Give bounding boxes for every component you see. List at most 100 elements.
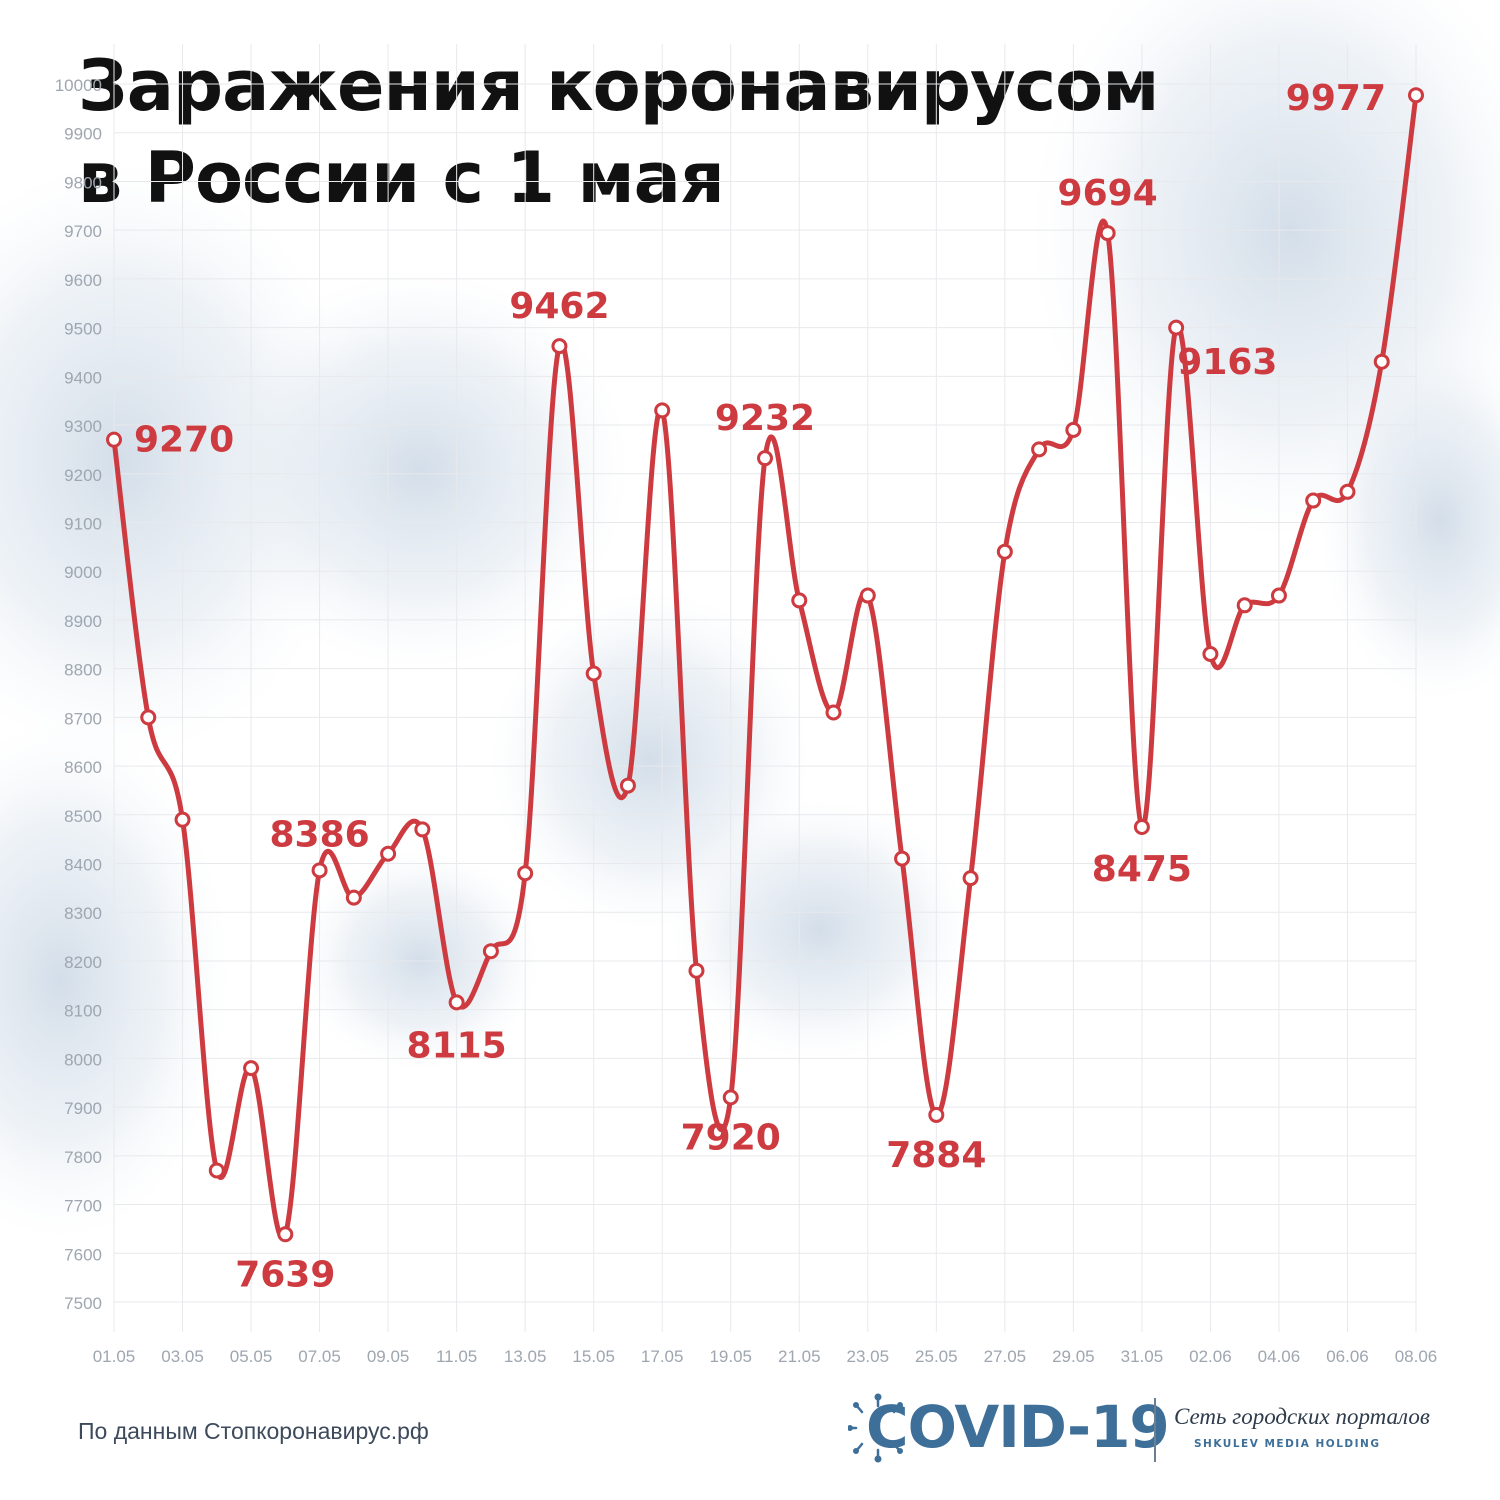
x-tick-label: 19.05 — [709, 1347, 752, 1366]
data-label: 8115 — [407, 1025, 507, 1066]
y-tick-label: 9100 — [64, 514, 102, 533]
data-labels: 9270 7639 8386 8115 9462 7920 9232 7884 9694 8475… — [134, 78, 1386, 1295]
y-tick-label: 8400 — [64, 856, 102, 875]
data-label: 9977 — [1286, 78, 1386, 119]
data-point — [962, 870, 979, 887]
x-tick-label: 15.05 — [572, 1347, 615, 1366]
y-tick-label: 8900 — [64, 612, 102, 631]
data-point — [996, 543, 1013, 560]
y-tick-label: 8700 — [64, 709, 102, 728]
x-tick-label: 04.06 — [1258, 1347, 1301, 1366]
chart-title-line2: в России с 1 мая — [78, 137, 725, 219]
data-point — [722, 1089, 739, 1106]
data-point — [106, 431, 122, 448]
x-tick-label: 02.06 — [1189, 1347, 1232, 1366]
y-tick-label: 9200 — [64, 466, 102, 485]
x-tick-label: 03.05 — [161, 1347, 204, 1366]
chart-title-line1: Заражения коронавирусом — [78, 45, 1159, 127]
x-tick-label: 05.05 — [230, 1347, 273, 1366]
y-tick-label: 9900 — [64, 125, 102, 144]
x-tick-label: 07.05 — [298, 1347, 341, 1366]
y-tick-label: 7800 — [64, 1148, 102, 1167]
grid — [113, 44, 1417, 1332]
x-tick-label: 17.05 — [641, 1347, 684, 1366]
logo-holding: SHKULEV MEDIA HOLDING — [1194, 1438, 1381, 1450]
data-point — [1168, 319, 1185, 336]
data-point — [551, 338, 568, 355]
data-point — [311, 862, 328, 879]
data-point — [174, 811, 191, 828]
y-tick-label: 8200 — [64, 953, 102, 972]
chart-title: Заражения коронавирусом в России с 1 мая — [78, 40, 1159, 224]
data-label: 8475 — [1092, 849, 1192, 890]
data-point — [277, 1226, 294, 1243]
data-point — [791, 592, 808, 609]
data-label: 9270 — [134, 420, 234, 461]
data-point — [1408, 87, 1424, 104]
series-line — [111, 92, 1419, 1241]
x-axis-ticks: 01.05 03.05 05.05 07.05 09.05 11.05 13.05 15.05… — [93, 1347, 1438, 1366]
x-tick-label: 08.06 — [1395, 1347, 1438, 1366]
x-tick-label: 27.05 — [984, 1347, 1027, 1366]
source-note: По данным Стопкоронавирус.рф — [78, 1418, 429, 1444]
x-tick-label: 09.05 — [367, 1347, 410, 1366]
y-tick-label: 8100 — [64, 1002, 102, 1021]
y-tick-label: 7900 — [64, 1099, 102, 1118]
x-tick-label: 25.05 — [915, 1347, 958, 1366]
data-point — [243, 1060, 260, 1077]
data-point — [140, 709, 157, 726]
virus-icon — [848, 1393, 903, 1463]
y-tick-label: 7500 — [64, 1294, 102, 1313]
data-point — [1270, 587, 1287, 604]
data-point — [1099, 225, 1116, 242]
data-point — [1031, 441, 1048, 458]
y-tick-label: 10000 — [55, 76, 102, 95]
x-tick-label: 13.05 — [504, 1347, 547, 1366]
logo-divider — [1154, 1398, 1156, 1462]
data-point — [1065, 421, 1082, 438]
data-point — [585, 665, 602, 682]
data-point — [688, 962, 705, 979]
x-tick-label: 31.05 — [1121, 1347, 1164, 1366]
x-tick-label: 06.06 — [1326, 1347, 1369, 1366]
data-point — [414, 821, 431, 838]
data-point — [1305, 492, 1322, 509]
logo-text: COVID-19 — [866, 1393, 1170, 1461]
y-tick-label: 8000 — [64, 1050, 102, 1069]
y-tick-label: 7600 — [64, 1245, 102, 1264]
data-point — [1373, 353, 1390, 370]
data-point — [1339, 483, 1356, 500]
y-tick-label: 9700 — [64, 222, 102, 241]
y-tick-label: 9500 — [64, 320, 102, 339]
data-label: 7639 — [235, 1254, 335, 1295]
data-point — [859, 587, 876, 604]
data-label: 9462 — [509, 286, 609, 327]
covid-logo: COVID-19 Сеть городских порталов SHKULEV… — [848, 1390, 1430, 1470]
data-point — [757, 450, 773, 467]
data-point — [345, 889, 362, 906]
data-point — [928, 1106, 945, 1123]
data-point — [654, 402, 671, 419]
data-point — [825, 704, 842, 721]
data-point — [448, 994, 465, 1011]
data-point — [619, 777, 636, 794]
data-label: 9163 — [1177, 342, 1277, 383]
data-point — [1202, 646, 1219, 663]
data-points — [106, 87, 1424, 1243]
data-point — [1133, 818, 1150, 835]
y-tick-label: 9800 — [64, 173, 102, 192]
x-tick-label: 11.05 — [436, 1347, 477, 1366]
data-point — [1236, 597, 1253, 614]
data-point — [894, 850, 911, 867]
x-tick-label: 21.05 — [778, 1347, 821, 1366]
data-label: 7884 — [886, 1135, 986, 1176]
data-point — [517, 865, 534, 882]
y-tick-label: 9000 — [64, 563, 102, 582]
data-label: 9232 — [715, 398, 815, 439]
data-label: 7920 — [681, 1117, 781, 1158]
y-tick-label: 8600 — [64, 758, 102, 777]
y-tick-label: 7700 — [64, 1197, 102, 1216]
data-label: 9694 — [1058, 173, 1158, 214]
